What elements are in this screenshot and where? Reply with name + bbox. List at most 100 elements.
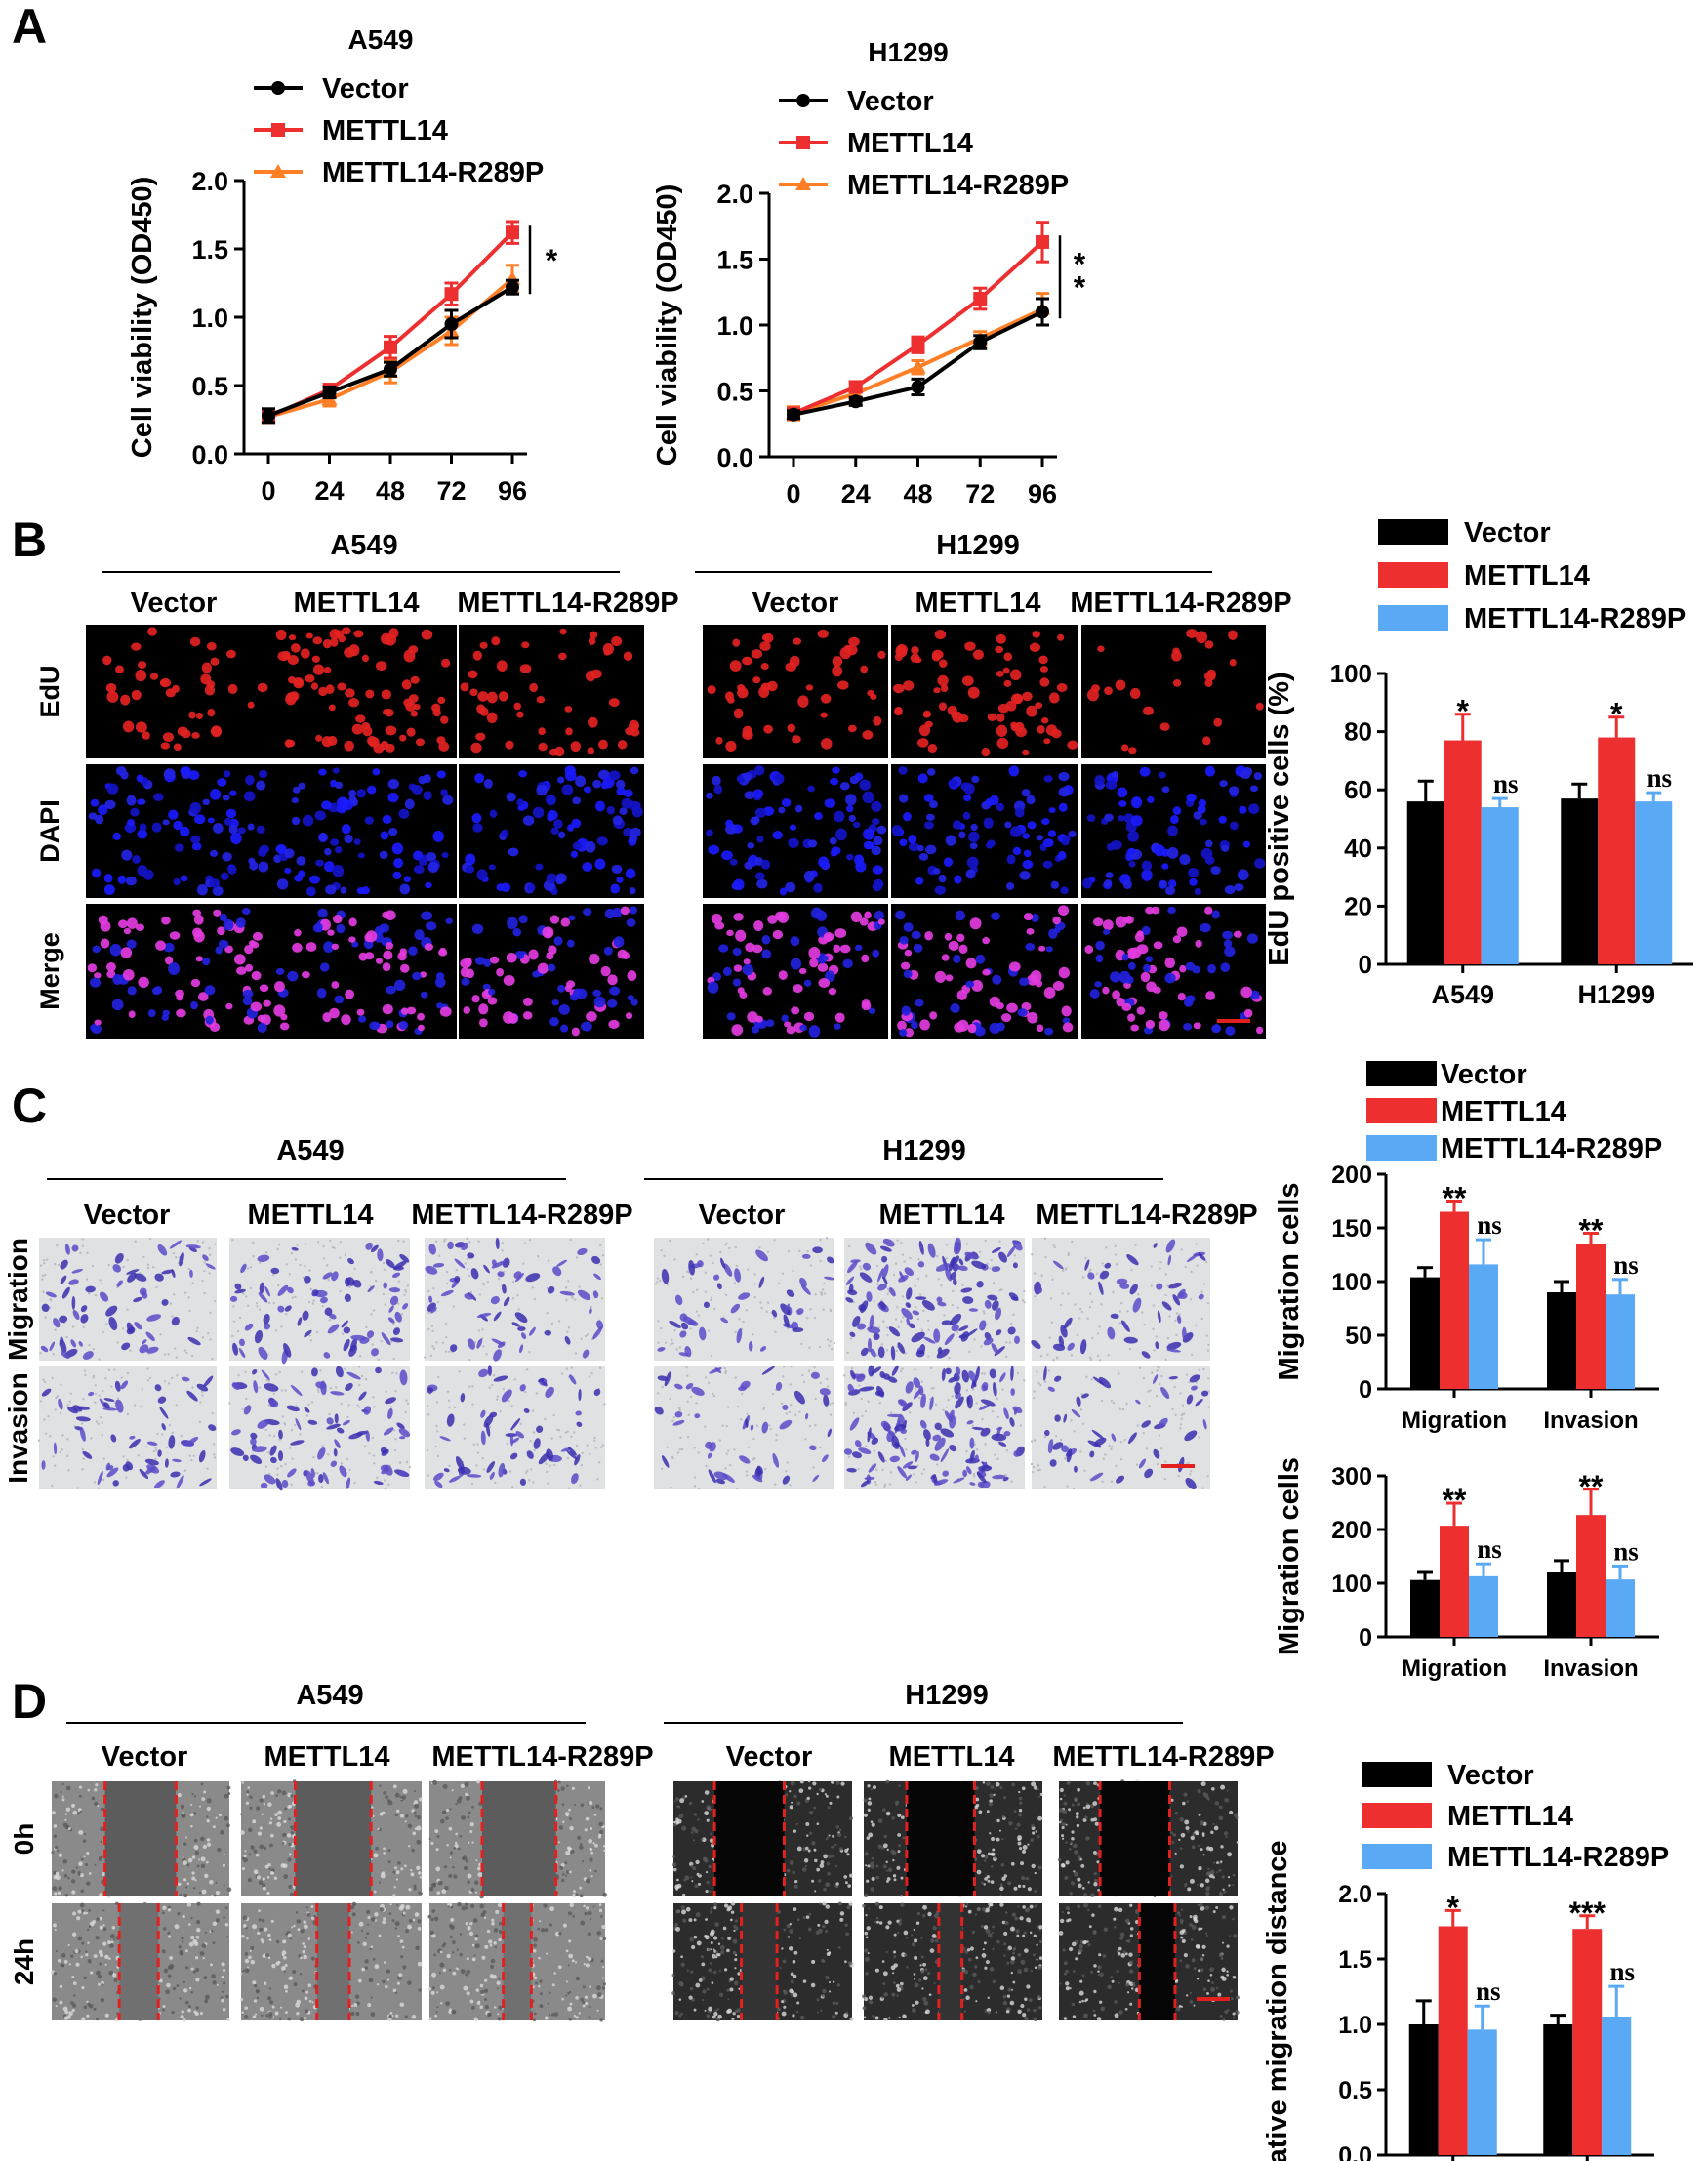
nucleus <box>791 1006 800 1015</box>
stained-cell <box>114 1380 121 1392</box>
stained-cell <box>234 1288 246 1294</box>
stained-cell <box>1093 1437 1107 1447</box>
stained-cell <box>1111 1433 1117 1442</box>
cell-speck <box>241 1867 246 1871</box>
cell-speck <box>393 1886 396 1889</box>
nucleus <box>751 1026 760 1034</box>
nucleus <box>417 1024 425 1032</box>
cell-speck <box>62 1859 68 1864</box>
stained-cell <box>1153 1243 1158 1248</box>
pore <box>339 1289 342 1293</box>
panelA-h1299-chart: H1299VectorMETTL14METTL14-R289P0.00.51.0… <box>652 37 1086 509</box>
nucleus <box>754 872 765 880</box>
nucleus <box>382 911 390 919</box>
pore <box>446 1282 449 1285</box>
pore <box>826 1338 830 1341</box>
stained-cell <box>153 1480 165 1489</box>
stained-cell <box>105 1305 118 1317</box>
nucleus <box>341 627 351 635</box>
nucleus <box>1021 1002 1032 1011</box>
pore <box>819 1238 822 1242</box>
data-point <box>848 380 863 394</box>
pore <box>526 1469 529 1473</box>
panelD-group-label: METTL14 <box>264 1741 390 1773</box>
cell-speck <box>392 1870 396 1874</box>
stained-cell <box>758 1276 765 1288</box>
stained-cell <box>311 1367 318 1377</box>
stained-cell <box>72 1405 83 1412</box>
nucleus <box>332 767 340 774</box>
cell-speck <box>414 1814 418 1817</box>
pore <box>573 1431 576 1434</box>
pore <box>671 1341 674 1345</box>
pore <box>528 1351 531 1354</box>
stained-cell <box>199 1478 212 1487</box>
pore <box>1114 1244 1117 1248</box>
stained-cell <box>71 1244 79 1252</box>
cell-speck <box>399 1939 404 1944</box>
nucleus <box>623 651 633 661</box>
stained-cell <box>1123 1336 1138 1344</box>
nucleus <box>147 627 158 636</box>
nucleus <box>336 923 346 934</box>
pore <box>746 1474 749 1477</box>
cell-speck <box>411 1848 415 1853</box>
stained-cell <box>536 1425 544 1433</box>
pore <box>160 1433 164 1436</box>
cell-speck <box>383 1791 386 1795</box>
nucleus <box>257 682 268 693</box>
cell-speck <box>206 1838 211 1842</box>
pore <box>669 1239 671 1243</box>
nucleus <box>305 886 316 897</box>
cell-speck <box>100 1840 102 1844</box>
cell-speck <box>303 1944 307 1949</box>
cell-speck <box>386 1969 391 1974</box>
cell-speck <box>416 1865 421 1870</box>
pore <box>1111 1446 1114 1448</box>
pore <box>880 1343 884 1346</box>
pore <box>358 1383 361 1387</box>
cell-speck <box>246 1790 250 1794</box>
cell-speck <box>266 1891 270 1896</box>
cell-speck <box>199 1805 202 1808</box>
nucleus <box>630 766 639 775</box>
stained-cell <box>205 1263 216 1270</box>
pore <box>430 1325 434 1327</box>
cell-speck <box>188 1941 194 1947</box>
pore <box>1138 1366 1142 1370</box>
nucleus <box>945 835 956 846</box>
cell-speck <box>222 2008 226 2012</box>
nucleus <box>287 970 299 982</box>
stained-cell <box>969 1437 975 1449</box>
cell-speck <box>298 1954 302 1958</box>
cell-speck <box>215 1909 221 1914</box>
pore <box>66 1438 69 1441</box>
nucleus <box>558 652 567 661</box>
nucleus <box>587 747 594 754</box>
stained-cell <box>849 1417 860 1431</box>
cell-speck <box>195 2006 199 2010</box>
pore <box>140 1405 142 1408</box>
nucleus <box>1036 835 1044 841</box>
stained-cell <box>1013 1450 1020 1457</box>
nucleus <box>854 854 865 866</box>
legend-label: METTL14 <box>322 115 448 146</box>
nucleus <box>1110 971 1121 983</box>
data-point <box>911 338 925 352</box>
pore <box>501 1249 504 1252</box>
nucleus <box>469 688 478 697</box>
pore <box>656 1277 660 1280</box>
pore <box>760 1306 763 1310</box>
nucleus <box>471 995 480 1003</box>
nucleus <box>115 665 124 673</box>
cell-speck <box>282 1832 287 1838</box>
stained-cell <box>1176 1315 1182 1324</box>
stained-cell <box>983 1337 994 1346</box>
pore <box>528 1238 532 1242</box>
cell-speck <box>281 1966 286 1971</box>
cell-speck <box>269 1833 274 1838</box>
pore <box>1052 1244 1055 1246</box>
pore <box>283 1423 287 1426</box>
cell-speck <box>79 1810 82 1814</box>
nucleus <box>966 856 979 869</box>
